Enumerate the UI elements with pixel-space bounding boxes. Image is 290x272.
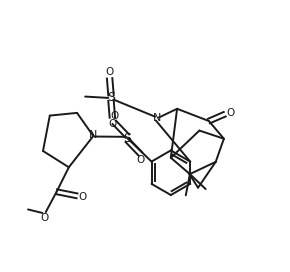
Text: O: O: [106, 67, 114, 77]
Text: O: O: [79, 192, 87, 202]
Text: O: O: [226, 108, 235, 118]
Text: N: N: [89, 130, 97, 140]
Text: O: O: [41, 213, 49, 223]
Text: O: O: [136, 155, 144, 165]
Text: N: N: [153, 113, 162, 123]
Text: O: O: [110, 112, 118, 121]
Text: S: S: [107, 91, 115, 104]
Text: S: S: [123, 132, 131, 145]
Text: O: O: [108, 119, 117, 129]
